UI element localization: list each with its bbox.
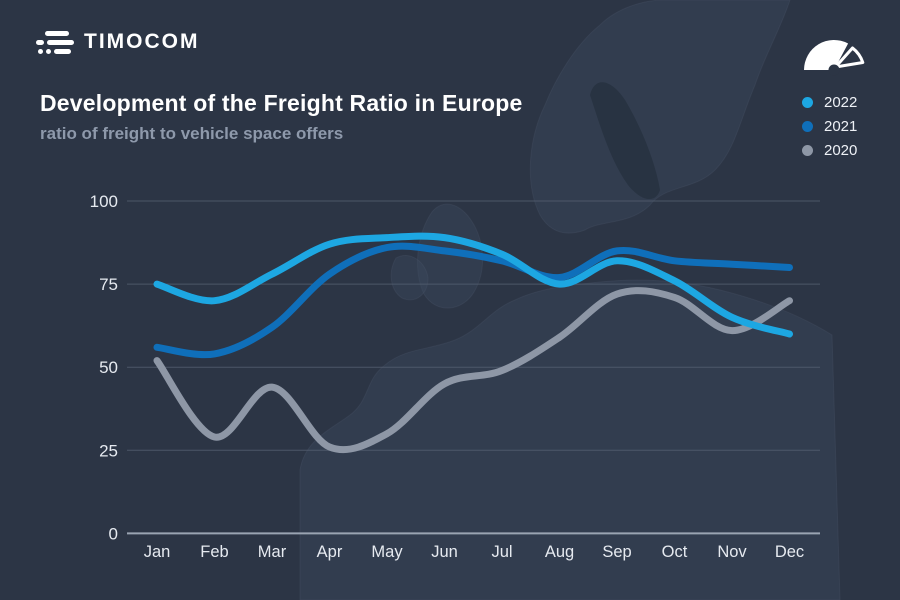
europe-map-background xyxy=(299,0,841,600)
legend-item-2021: 2021 xyxy=(802,118,857,135)
legend-item-2022: 2022 xyxy=(802,94,857,111)
legend-dot-2021 xyxy=(802,121,813,132)
y-tick-label: 0 xyxy=(109,524,118,543)
x-tick-label: Dec xyxy=(775,543,804,561)
x-axis-labels: Jan Feb Mar Apr May Jun Jul Aug Sep Oct Nov Dec xyxy=(144,543,804,561)
x-tick-label: Nov xyxy=(717,543,747,561)
data-series xyxy=(153,232,793,454)
y-axis-labels: 0 25 50 75 100 xyxy=(90,192,118,543)
y-tick-label: 25 xyxy=(99,441,118,460)
gridlines xyxy=(127,200,820,535)
legend-dot-2020 xyxy=(802,145,813,156)
x-tick-label: Sep xyxy=(602,543,631,561)
x-tick-label: May xyxy=(371,543,403,561)
legend-label-2020: 2020 xyxy=(824,142,858,159)
legend-label-2022: 2022 xyxy=(824,94,858,111)
x-tick-label: Mar xyxy=(258,543,287,561)
timocom-truck-icon xyxy=(36,30,74,54)
chart-legend: 2022 2021 2020 xyxy=(802,94,857,159)
x-tick-label: Aug xyxy=(545,543,574,561)
y-tick-label: 50 xyxy=(99,358,118,377)
legend-item-2020: 2020 xyxy=(802,142,857,159)
series-line-2020 xyxy=(153,287,793,454)
y-tick-label: 75 xyxy=(99,275,118,294)
series-line-2022 xyxy=(153,232,793,338)
legend-label-2021: 2021 xyxy=(824,118,858,135)
chart-subtitle: ratio of freight to vehicle space offers xyxy=(40,124,344,143)
timocom-logo: TIMOCOM xyxy=(36,30,199,54)
x-tick-label: Feb xyxy=(200,543,228,561)
series-line-2021 xyxy=(153,242,793,359)
chart-title: Development of the Freight Ratio in Euro… xyxy=(40,90,523,116)
x-tick-label: Jun xyxy=(431,543,458,561)
legend-dot-2022 xyxy=(802,97,813,108)
logo-text: TIMOCOM xyxy=(84,30,200,53)
x-tick-label: Oct xyxy=(662,543,688,561)
x-tick-label: Jan xyxy=(144,543,171,561)
speedometer-gauge-icon xyxy=(804,39,865,76)
x-tick-label: Jul xyxy=(491,543,512,561)
x-tick-label: Apr xyxy=(317,543,343,561)
y-tick-label: 100 xyxy=(90,192,118,211)
